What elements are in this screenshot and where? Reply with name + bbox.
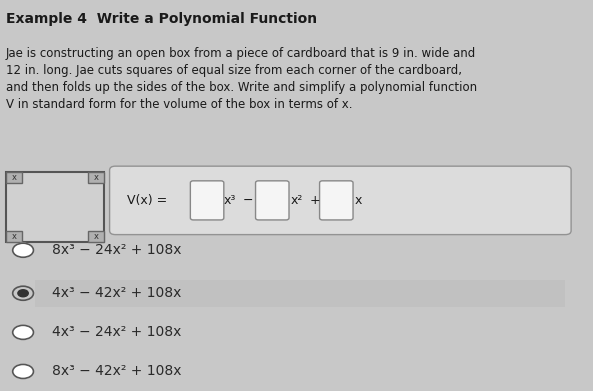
FancyBboxPatch shape <box>190 181 224 220</box>
Text: x: x <box>93 232 98 242</box>
Circle shape <box>12 325 33 339</box>
FancyBboxPatch shape <box>6 172 104 242</box>
Text: −: − <box>243 194 253 207</box>
Text: 4x³ − 42x² + 108x: 4x³ − 42x² + 108x <box>52 286 181 300</box>
Text: Example 4  Write a Polynomial Function: Example 4 Write a Polynomial Function <box>6 12 317 26</box>
Text: Jae is constructing an open box from a piece of cardboard that is 9 in. wide and: Jae is constructing an open box from a p… <box>6 47 477 111</box>
Circle shape <box>12 286 33 300</box>
Text: x²: x² <box>290 194 302 207</box>
Text: V(x) =: V(x) = <box>127 194 167 207</box>
FancyBboxPatch shape <box>34 280 565 307</box>
Bar <box>88 231 104 242</box>
Bar <box>6 172 22 183</box>
Bar <box>88 172 104 183</box>
Text: x³: x³ <box>224 194 236 207</box>
Text: 4x³ − 24x² + 108x: 4x³ − 24x² + 108x <box>52 325 181 339</box>
Text: 8x³ − 42x² + 108x: 8x³ − 42x² + 108x <box>52 364 181 378</box>
FancyBboxPatch shape <box>320 181 353 220</box>
Circle shape <box>18 290 28 297</box>
Text: x: x <box>11 232 17 242</box>
Text: x: x <box>354 194 362 207</box>
Circle shape <box>12 364 33 378</box>
Text: x: x <box>93 173 98 182</box>
Text: 8x³ − 24x² + 108x: 8x³ − 24x² + 108x <box>52 243 181 257</box>
Text: +: + <box>309 194 320 207</box>
Text: x: x <box>11 173 17 182</box>
FancyBboxPatch shape <box>256 181 289 220</box>
Circle shape <box>12 243 33 257</box>
Bar <box>6 231 22 242</box>
FancyBboxPatch shape <box>110 166 571 235</box>
